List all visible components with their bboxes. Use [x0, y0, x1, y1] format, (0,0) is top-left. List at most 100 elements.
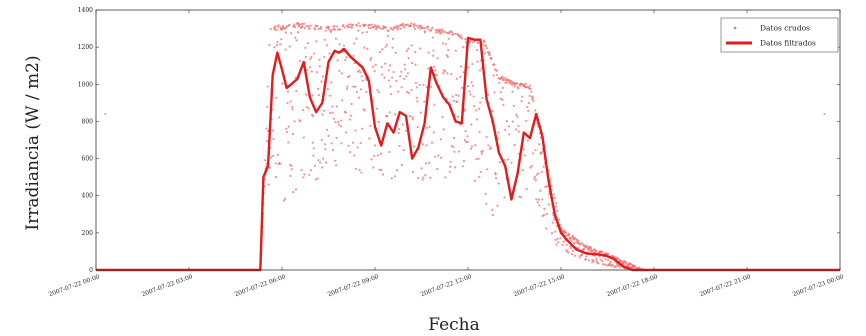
raw-data-point	[557, 218, 561, 221]
raw-data-point	[468, 90, 471, 93]
raw-data-point	[374, 28, 378, 31]
x-tick-label: 2007-07-23 00:00	[792, 273, 845, 298]
raw-data-point	[369, 27, 372, 30]
raw-data-point	[326, 128, 329, 132]
raw-data-point	[560, 226, 563, 230]
x-tick-label: 2007-07-22 09:00	[327, 273, 380, 298]
raw-data-point	[339, 125, 342, 128]
raw-data-point	[485, 47, 489, 50]
raw-data-point	[399, 75, 402, 78]
raw-data-point	[398, 127, 401, 131]
raw-data-point	[578, 243, 582, 246]
raw-data-point	[304, 55, 307, 58]
raw-data-point	[273, 28, 276, 31]
raw-data-point	[433, 103, 436, 106]
raw-data-point	[338, 69, 341, 72]
raw-data-point	[395, 79, 398, 82]
raw-data-point	[432, 49, 435, 52]
raw-data-point	[638, 266, 641, 269]
raw-data-point	[294, 76, 297, 79]
raw-data-point	[467, 66, 470, 69]
raw-data-point	[435, 29, 438, 32]
raw-data-point	[321, 75, 325, 78]
raw-data-point	[444, 176, 447, 179]
raw-data-point	[570, 246, 573, 250]
raw-data-point	[504, 77, 507, 80]
raw-data-point	[408, 114, 412, 118]
raw-data-point	[459, 65, 463, 68]
raw-data-point	[359, 88, 363, 91]
raw-data-point	[428, 125, 431, 128]
raw-data-point	[390, 93, 393, 96]
raw-data-point	[462, 159, 465, 163]
raw-data-point	[556, 209, 559, 213]
x-tick-label: 2007-07-22 06:00	[234, 273, 287, 298]
raw-data-point	[459, 34, 462, 37]
raw-data-point	[473, 104, 476, 108]
raw-data-point	[606, 259, 610, 262]
raw-data-point	[427, 51, 430, 54]
raw-data-point	[619, 260, 623, 263]
raw-data-point	[394, 113, 397, 116]
raw-data-point	[555, 201, 558, 205]
raw-data-point	[294, 36, 297, 39]
raw-data-point	[402, 77, 406, 80]
raw-data-point	[299, 23, 302, 26]
raw-data-point	[365, 30, 369, 34]
raw-data-point	[514, 128, 518, 131]
raw-data-point	[522, 148, 525, 151]
raw-data-point	[376, 154, 379, 157]
raw-data-point	[585, 244, 588, 247]
raw-data-point	[323, 55, 326, 59]
raw-data-point	[380, 65, 383, 69]
raw-data-point	[390, 27, 393, 31]
raw-data-point	[349, 114, 352, 117]
raw-data-point	[348, 26, 351, 29]
raw-data-point	[441, 42, 444, 45]
raw-data-point	[413, 27, 416, 31]
raw-data-point	[464, 130, 467, 133]
raw-data-point	[409, 24, 412, 28]
raw-data-point	[424, 174, 427, 177]
raw-data-point	[352, 54, 355, 57]
raw-data-point	[398, 144, 401, 148]
raw-data-point	[353, 62, 356, 65]
raw-data-point	[419, 111, 422, 114]
raw-data-point	[505, 120, 508, 123]
raw-data-point	[583, 247, 586, 251]
raw-data-point	[284, 31, 287, 34]
raw-data-point	[375, 107, 378, 110]
raw-data-point	[335, 136, 338, 139]
raw-data-point	[481, 96, 484, 100]
raw-data-point	[363, 109, 366, 112]
raw-data-point	[276, 40, 279, 44]
raw-data-point	[286, 25, 289, 28]
raw-data-point	[316, 24, 319, 28]
raw-data-point	[530, 165, 533, 168]
raw-data-point	[339, 28, 342, 31]
raw-data-point	[619, 266, 622, 269]
raw-data-point	[312, 147, 315, 150]
raw-data-point	[569, 237, 573, 240]
y-tick-label: 1200	[78, 44, 93, 51]
raw-data-point	[413, 145, 416, 148]
raw-data-point	[384, 26, 387, 29]
raw-data-point	[348, 118, 351, 121]
raw-data-point	[289, 174, 292, 177]
raw-data-point	[464, 140, 468, 144]
raw-data-point	[537, 198, 540, 201]
raw-data-point	[552, 193, 555, 196]
raw-data-point	[290, 164, 293, 167]
raw-data-point	[276, 153, 279, 157]
raw-data-point	[358, 69, 361, 72]
raw-data-point	[293, 25, 297, 28]
raw-data-point	[458, 75, 462, 78]
raw-data-point	[414, 63, 417, 66]
raw-data-point	[569, 245, 572, 248]
raw-data-point	[415, 24, 418, 27]
raw-data-point	[440, 30, 443, 33]
raw-data-point	[291, 105, 294, 109]
raw-data-point	[530, 90, 533, 93]
raw-data-point	[454, 49, 457, 52]
raw-data-point	[388, 111, 391, 114]
